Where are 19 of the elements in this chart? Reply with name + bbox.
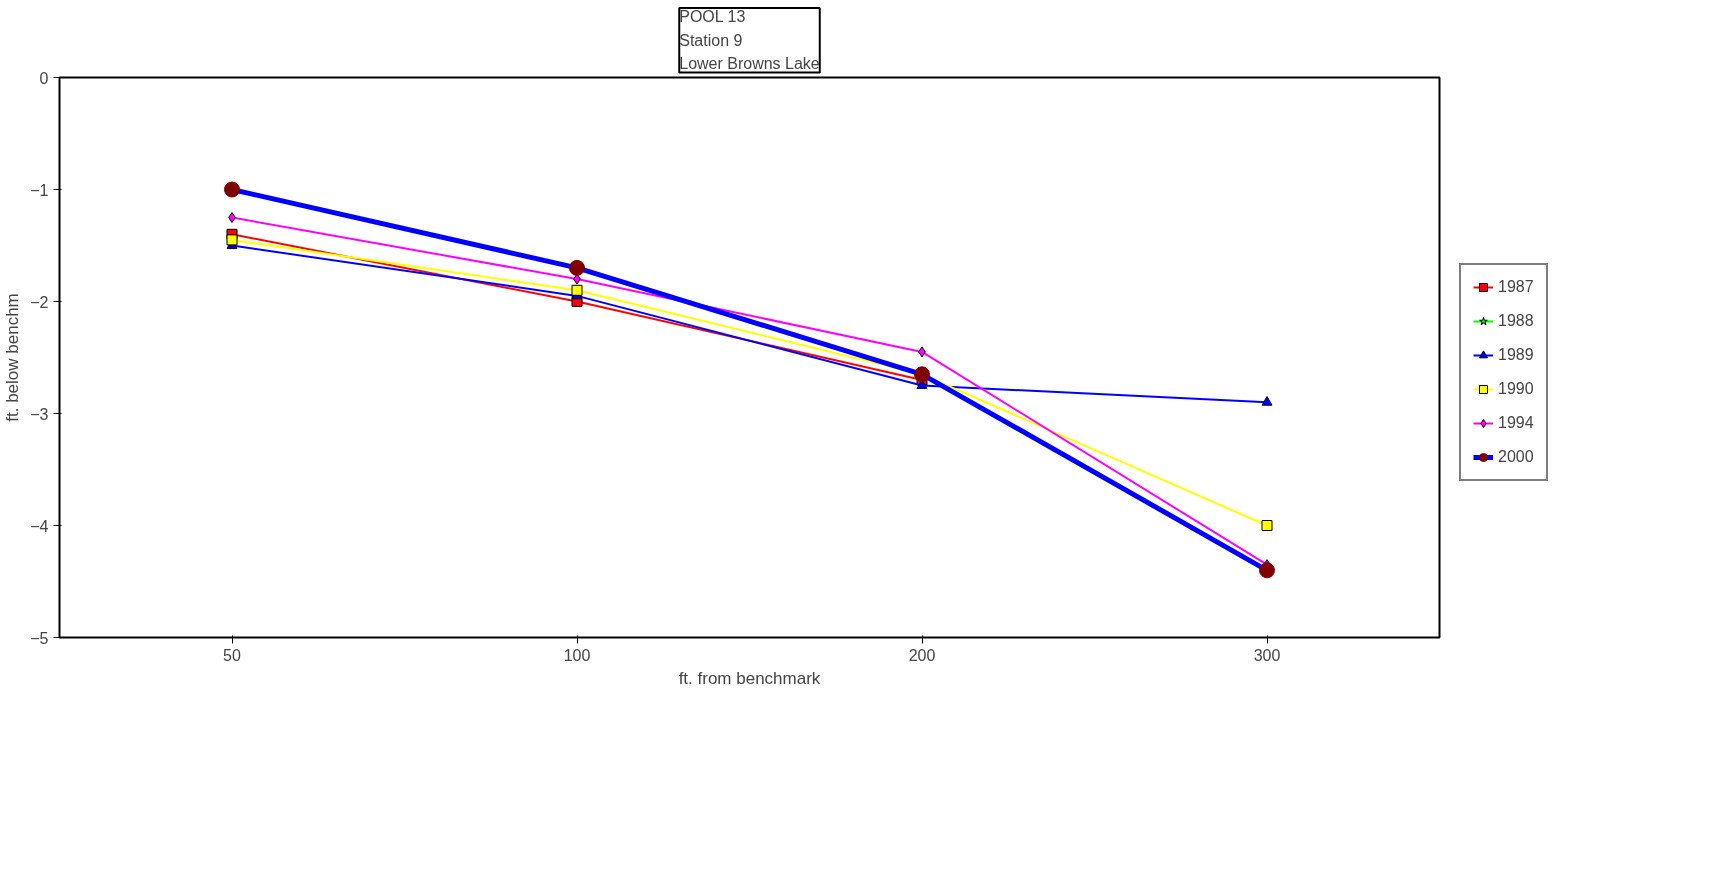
x-tick-label: 200 [908,646,936,664]
y-axis-title: ft. below benchm [3,293,23,422]
x-tick-label: 300 [1253,646,1281,664]
x-tick-label: 100 [563,646,591,664]
legend-label: 1990 [1498,380,1534,398]
y-tick-label: −1 [30,181,49,199]
y-tick-label: −4 [30,517,49,535]
legend-label: 1988 [1498,312,1534,330]
y-tick-label: −5 [30,629,49,647]
legend-label: 1987 [1498,278,1534,296]
legend-label: 1994 [1498,414,1534,432]
legend-label: 1989 [1498,346,1534,364]
y-tick-label: −3 [30,405,49,423]
y-tick-label: 0 [39,69,49,87]
x-tick-label: 50 [223,646,241,664]
chart-title: POOL 13 Station 9 Lower Browns Lake [679,7,820,73]
y-tick-label: −2 [30,293,49,311]
x-axis-title: ft. from benchmark [678,668,821,688]
legend-label: 2000 [1498,448,1534,466]
